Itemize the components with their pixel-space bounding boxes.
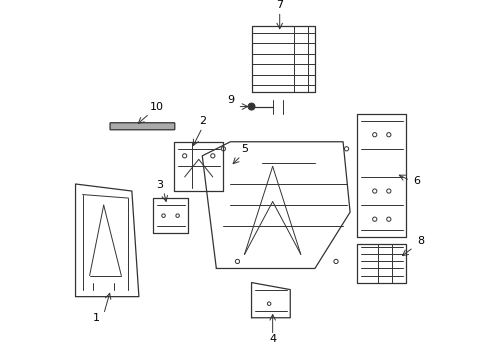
Text: 9: 9 (226, 95, 233, 105)
Text: 3: 3 (156, 180, 163, 189)
Text: 6: 6 (413, 176, 420, 186)
Circle shape (247, 103, 255, 110)
Text: 7: 7 (276, 0, 283, 10)
Text: 1: 1 (93, 313, 100, 323)
Text: 5: 5 (241, 144, 247, 154)
Text: 8: 8 (416, 236, 423, 246)
Text: 4: 4 (268, 334, 276, 345)
Text: 2: 2 (198, 116, 205, 126)
FancyBboxPatch shape (110, 123, 174, 130)
Text: 10: 10 (149, 102, 163, 112)
